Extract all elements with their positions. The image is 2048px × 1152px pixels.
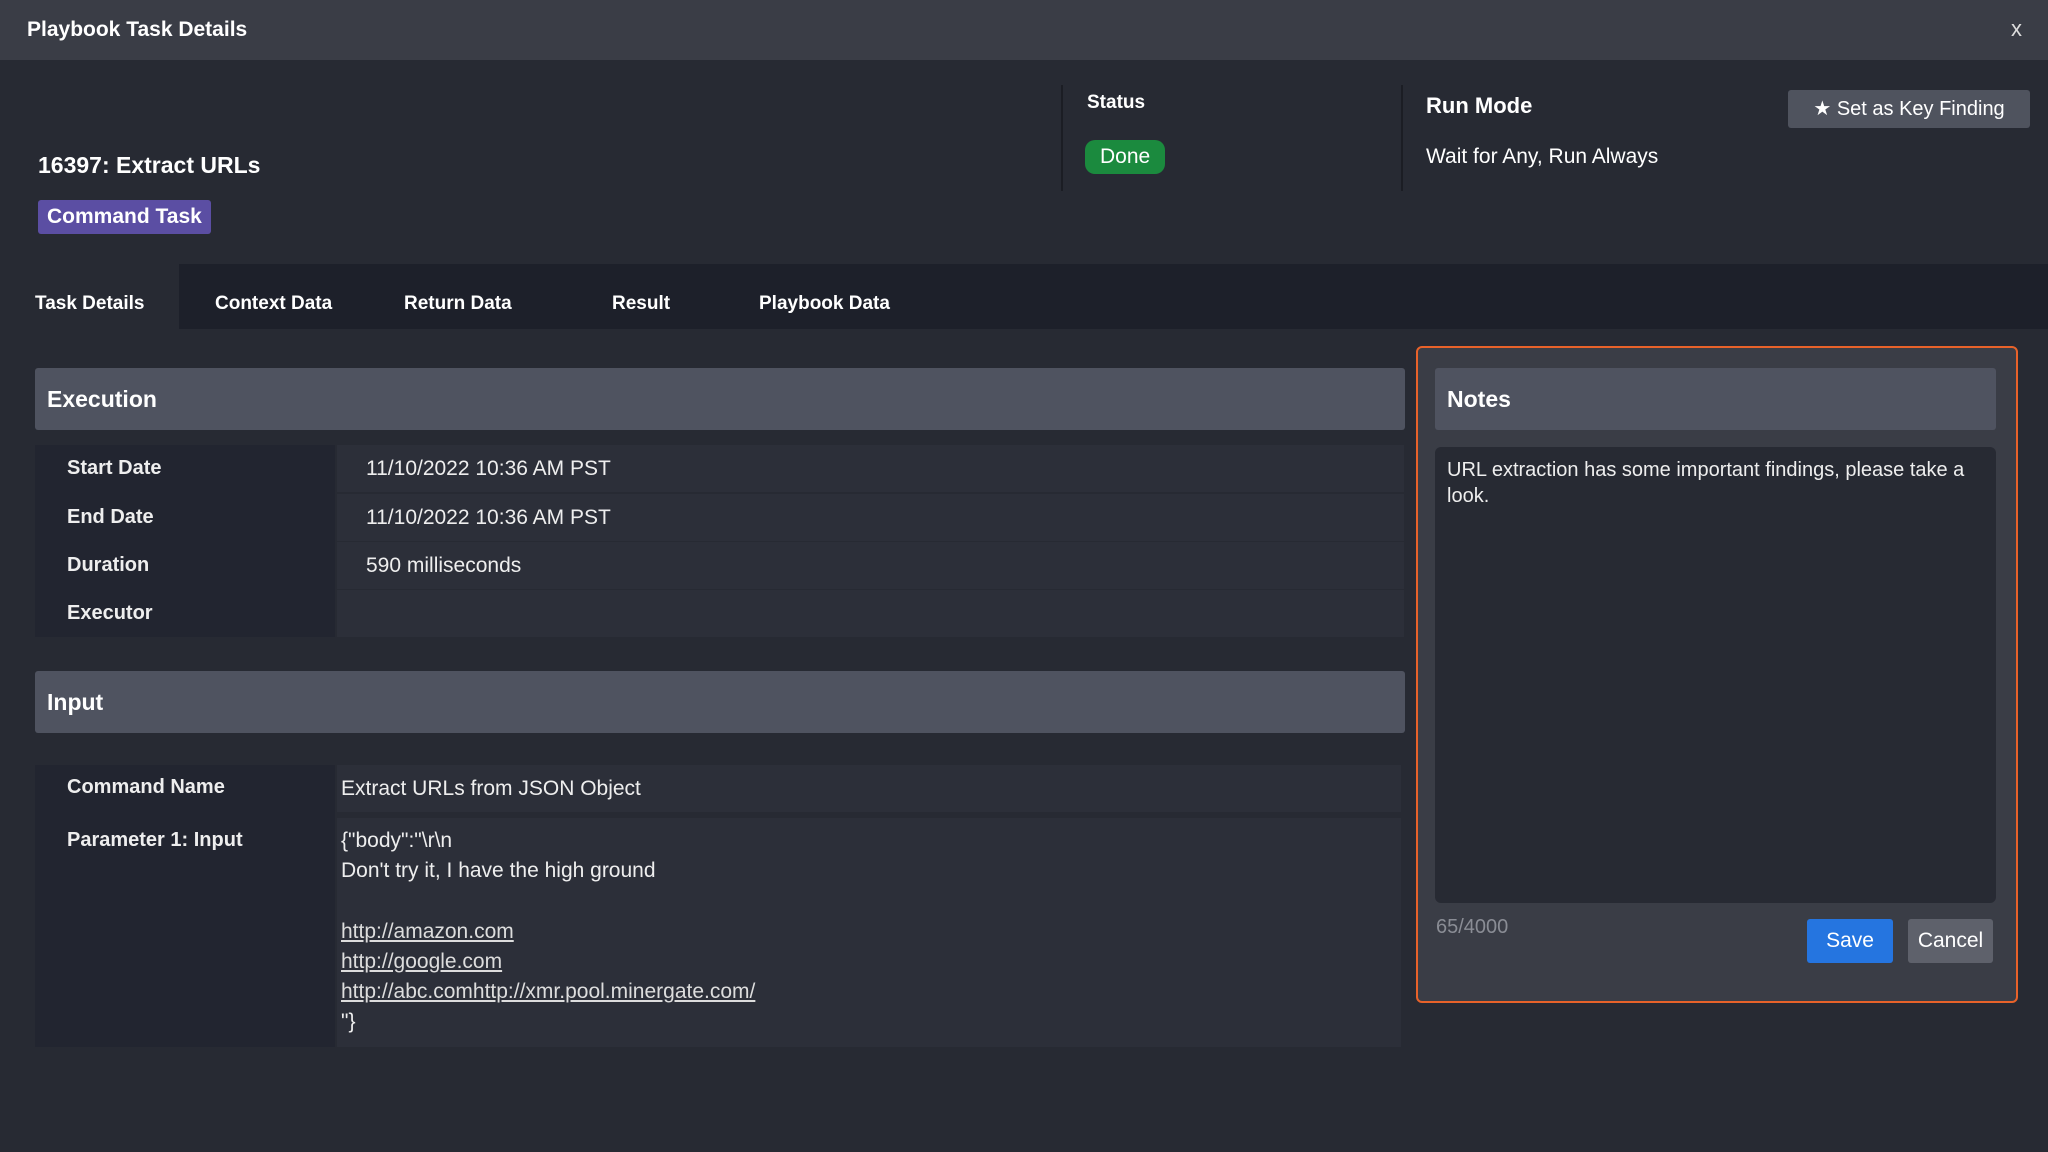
param-line: Don't try it, I have the high ground [341,859,656,883]
task-header: 16397: Extract URLs Command Task Status … [0,60,2048,264]
task-name: 16397: Extract URLs [38,152,261,178]
duration-value: 590 milliseconds [337,542,1404,589]
parameter-1-label: Parameter 1: Input [67,829,243,851]
title-bar: Playbook Task Details x [0,0,2048,60]
tab-context-data[interactable]: Context Data [215,293,333,314]
input-header: Input [35,671,1405,733]
executor-label: Executor [67,602,153,624]
parameter-1-value: {"body":"\r\n Don't try it, I have the h… [337,818,1401,1047]
command-name-value: Extract URLs from JSON Object [337,765,1401,812]
star-icon: ★ [1813,98,1832,120]
tab-return-data[interactable]: Return Data [404,293,512,314]
command-name-label: Command Name [67,776,225,798]
notes-panel: Notes URL extraction has some important … [1416,346,2018,1003]
divider [1061,85,1063,191]
duration-label: Duration [67,554,150,576]
divider [1401,85,1403,191]
link-amazon[interactable]: http://amazon.com [341,919,514,943]
task-type-badge: Command Task [38,200,211,234]
tab-result[interactable]: Result [612,293,671,314]
end-date-value: 11/10/2022 10:36 AM PST [337,494,1404,541]
close-icon[interactable]: x [2011,16,2022,41]
tab-bar: Task Details Context Data Return Data Re… [0,264,2048,329]
param-line-blank [341,887,1397,917]
set-key-finding-button[interactable]: ★ Set as Key Finding [1788,90,2030,128]
tab-playbook-data[interactable]: Playbook Data [759,293,890,314]
run-mode-value: Wait for Any, Run Always [1426,145,1659,168]
end-date-label: End Date [67,506,154,528]
status-label: Status [1087,92,1146,113]
start-date-label: Start Date [67,457,162,479]
notes-header: Notes [1435,368,1996,430]
status-badge: Done [1085,140,1166,174]
link-minergate[interactable]: http://abc.comhttp://xmr.pool.minergate.… [341,980,756,1004]
notes-textarea[interactable]: URL extraction has some important findin… [1435,447,1996,903]
character-counter: 65/4000 [1436,916,1509,938]
cancel-button[interactable]: Cancel [1908,919,1993,963]
window-title: Playbook Task Details [27,18,248,41]
start-date-value: 11/10/2022 10:36 AM PST [337,445,1404,492]
save-button[interactable]: Save [1807,919,1893,963]
executor-value [337,590,1404,637]
run-mode-label: Run Mode [1426,93,1533,118]
link-google[interactable]: http://google.com [341,949,503,973]
execution-header: Execution [35,368,1405,430]
tab-task-details[interactable]: Task Details [0,264,180,329]
set-key-finding-label: Set as Key Finding [1836,98,2005,120]
input-label-column [35,765,335,1047]
param-line: "} [341,1010,356,1034]
param-line: {"body":"\r\n [341,829,453,852]
execution-label-column [35,445,335,637]
